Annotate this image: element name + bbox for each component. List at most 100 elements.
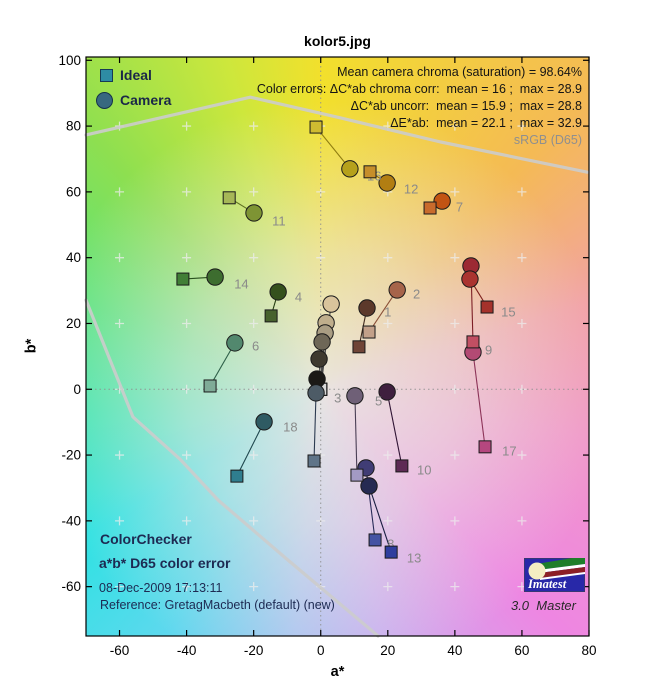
- patch-11-camera-marker: [245, 204, 263, 222]
- patch-7-ideal-marker: [423, 201, 437, 215]
- y-tick-label: 80: [66, 119, 81, 134]
- grid-plus-mark: [249, 582, 259, 592]
- grid-plus-mark: [115, 318, 125, 328]
- patch-2-ideal-marker: [362, 325, 376, 339]
- patch-12-ideal-marker: [363, 165, 377, 179]
- patch-13-camera-marker: [360, 477, 378, 495]
- x-tick-label: -60: [110, 643, 130, 658]
- patch-17-label: 17: [502, 444, 516, 459]
- patch-7-label: 7: [456, 200, 463, 215]
- x-tick-label: 40: [447, 643, 462, 658]
- patch-1-label: 1: [384, 305, 391, 320]
- info-reference: Reference: GretagMacbeth (default) (new): [100, 598, 335, 612]
- srgb-gamut-upper-line: [84, 95, 589, 174]
- grayscale-5-camera-marker: [310, 350, 328, 368]
- info-plot-type: a*b* D65 color error: [99, 555, 231, 571]
- patch-6-label: 6: [252, 338, 259, 353]
- patch-18-connector-line: [236, 421, 265, 477]
- patch-1-camera-marker: [358, 299, 376, 317]
- patch-18-ideal-marker: [230, 469, 244, 483]
- y-tick-label: 40: [66, 250, 81, 265]
- patch-9-ideal-marker: [466, 335, 480, 349]
- patch-10-camera-marker: [378, 383, 396, 401]
- logo-green-stripe: [536, 556, 585, 570]
- grid-plus-mark: [383, 253, 393, 263]
- patch-7-camera-marker: [433, 192, 451, 210]
- grid-plus-mark: [115, 516, 125, 526]
- patch-16-ideal-marker: [309, 120, 323, 134]
- legend-label-ideal: Ideal: [120, 67, 152, 83]
- version-text: 3.0 Master: [510, 598, 576, 613]
- annotation-de: ΔE*ab: mean = 22.1 ; max = 32.9: [390, 116, 582, 130]
- patch-2-label: 2: [413, 286, 420, 301]
- grid-plus-mark: [115, 187, 125, 197]
- logo-moon-icon: [528, 562, 546, 580]
- patch-3-ideal-marker: [307, 454, 321, 468]
- logo-red-stripe: [539, 567, 585, 578]
- patch-14-camera-marker: [206, 268, 224, 286]
- grid-plus-mark: [249, 318, 259, 328]
- camera-circle-icon: [96, 92, 113, 109]
- grid-plus-mark: [182, 121, 192, 131]
- patch-14-label: 14: [234, 277, 248, 292]
- patch-1-ideal-marker: [352, 340, 366, 354]
- patch-14-ideal-marker: [176, 272, 190, 286]
- patch-4-camera-marker: [269, 283, 287, 301]
- srgb-gamut-label: sRGB (D65): [513, 133, 582, 147]
- patch-15-ideal-marker: [480, 300, 494, 314]
- annotation-mean-chroma: Mean camera chroma (saturation) = 98.64%: [337, 65, 582, 79]
- grayscale-1-camera-marker: [322, 295, 340, 313]
- grid-plus-mark: [517, 516, 527, 526]
- grid-plus-mark: [383, 318, 393, 328]
- patch-15-label: 15: [501, 305, 515, 320]
- info-colorchecker: ColorChecker: [100, 531, 192, 547]
- patch-9-label: 9: [485, 342, 492, 357]
- x-axis-label: a*: [330, 664, 345, 680]
- x-tick-label: 0: [317, 643, 325, 658]
- grid-plus-mark: [115, 450, 125, 460]
- grid-plus-mark: [182, 253, 192, 263]
- patch-5-connector-line: [354, 395, 358, 476]
- patch-11-ideal-marker: [222, 191, 236, 205]
- annotation-dc-chroma-corr: Color errors: ΔC*ab chroma corr: mean = …: [256, 82, 582, 96]
- patch-16-camera-marker: [341, 160, 359, 178]
- patch-10-ideal-marker: [395, 459, 409, 473]
- patch-4-ideal-marker: [264, 309, 278, 323]
- patch-4-label: 4: [295, 289, 302, 304]
- legend-label-camera: Camera: [120, 92, 172, 108]
- patch-13-connector-line: [368, 485, 392, 553]
- y-tick-label: -20: [61, 448, 81, 463]
- patch-3-camera-marker: [307, 384, 325, 402]
- grid-plus-mark: [517, 318, 527, 328]
- patch-3-label: 3: [334, 390, 341, 405]
- y-tick-label: -40: [61, 513, 81, 528]
- x-tick-label: 60: [514, 643, 529, 658]
- patch-10-label: 10: [417, 462, 431, 477]
- grid-plus-mark: [249, 516, 259, 526]
- patch-12-label: 12: [404, 181, 418, 196]
- chart-title: kolor5.jpg: [304, 33, 371, 49]
- grid-plus-mark: [450, 253, 460, 263]
- patch-17-connector-line: [472, 352, 486, 447]
- grid-plus-mark: [182, 450, 192, 460]
- grid-plus-mark: [383, 516, 393, 526]
- patch-12-camera-marker: [378, 174, 396, 192]
- grid-plus-mark: [517, 253, 527, 263]
- patch-18-camera-marker: [255, 413, 273, 431]
- grid-plus-mark: [450, 450, 460, 460]
- grid-plus-mark: [517, 450, 527, 460]
- y-tick-label: 60: [66, 184, 81, 199]
- grayscale-4-camera-marker: [313, 333, 331, 351]
- ideal-square-icon: [100, 69, 113, 82]
- grid-plus-mark: [383, 450, 393, 460]
- grid-plus-mark: [182, 582, 192, 592]
- annotation-dc-uncorr: ΔC*ab uncorr: mean = 15.9 ; max = 28.8: [350, 99, 582, 113]
- patch-6-camera-marker: [226, 334, 244, 352]
- patch-5-ideal-marker: [350, 468, 364, 482]
- grid-plus-mark: [383, 582, 393, 592]
- patch-8-label: 8: [387, 536, 394, 551]
- grid-plus-mark: [450, 318, 460, 328]
- grid-plus-mark: [517, 121, 527, 131]
- grid-plus-mark: [249, 121, 259, 131]
